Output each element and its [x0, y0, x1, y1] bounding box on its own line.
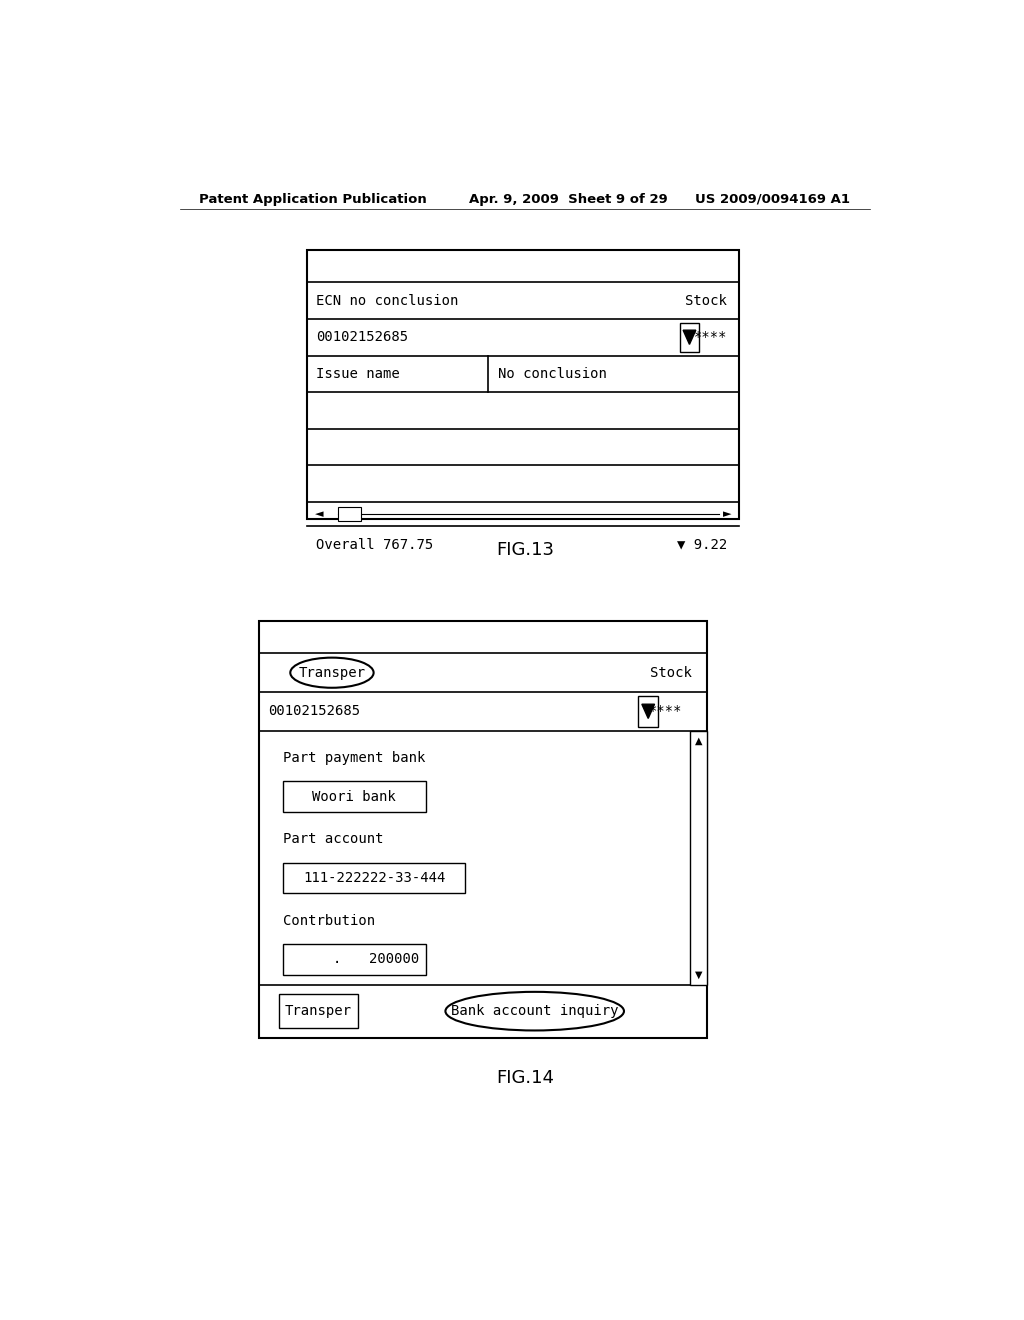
Bar: [283, 781, 426, 812]
Text: FIG.14: FIG.14: [496, 1069, 554, 1088]
Text: ▼ 9.22: ▼ 9.22: [677, 537, 727, 552]
Bar: [338, 507, 361, 521]
Text: ►: ►: [723, 510, 731, 519]
Text: ▼: ▼: [695, 970, 702, 979]
Text: 111-222222-33-444: 111-222222-33-444: [303, 871, 445, 884]
Text: ****: ****: [648, 705, 682, 718]
Text: Part payment bank: Part payment bank: [283, 751, 425, 766]
Text: Transper: Transper: [298, 665, 366, 680]
Text: Patent Application Publication: Patent Application Publication: [200, 193, 427, 206]
Ellipse shape: [290, 657, 374, 688]
Text: FIG.13: FIG.13: [496, 541, 554, 558]
Text: Transper: Transper: [285, 1005, 352, 1018]
Ellipse shape: [445, 991, 624, 1031]
Text: US 2009/0094169 A1: US 2009/0094169 A1: [695, 193, 850, 206]
Text: Stock: Stock: [649, 665, 691, 680]
Bar: [279, 994, 358, 1028]
Polygon shape: [683, 330, 696, 345]
Text: 200000: 200000: [369, 952, 419, 966]
Text: Bank account inquiry: Bank account inquiry: [451, 1005, 618, 1018]
Text: ****: ****: [693, 330, 727, 345]
Text: ECN no conclusion: ECN no conclusion: [316, 293, 459, 308]
Text: 00102152685: 00102152685: [268, 705, 360, 718]
Text: Apr. 9, 2009  Sheet 9 of 29: Apr. 9, 2009 Sheet 9 of 29: [469, 193, 668, 206]
Text: Contrbution: Contrbution: [283, 913, 375, 928]
Bar: [690, 731, 708, 985]
Text: .: .: [333, 952, 341, 966]
Bar: [680, 323, 699, 351]
Bar: [283, 944, 426, 974]
Bar: [638, 696, 658, 726]
Text: Woori bank: Woori bank: [312, 789, 396, 804]
Polygon shape: [642, 704, 654, 718]
Text: 00102152685: 00102152685: [316, 330, 409, 345]
Text: Part account: Part account: [283, 833, 383, 846]
Bar: [283, 863, 465, 894]
Text: Stock: Stock: [685, 293, 727, 308]
Text: ◄: ◄: [314, 510, 323, 519]
Text: Issue name: Issue name: [316, 367, 399, 381]
Text: Overall 767.75: Overall 767.75: [316, 537, 433, 552]
Bar: [259, 620, 708, 1038]
Text: No conclusion: No conclusion: [498, 367, 606, 381]
Text: ▲: ▲: [695, 735, 702, 746]
Bar: [306, 249, 739, 519]
